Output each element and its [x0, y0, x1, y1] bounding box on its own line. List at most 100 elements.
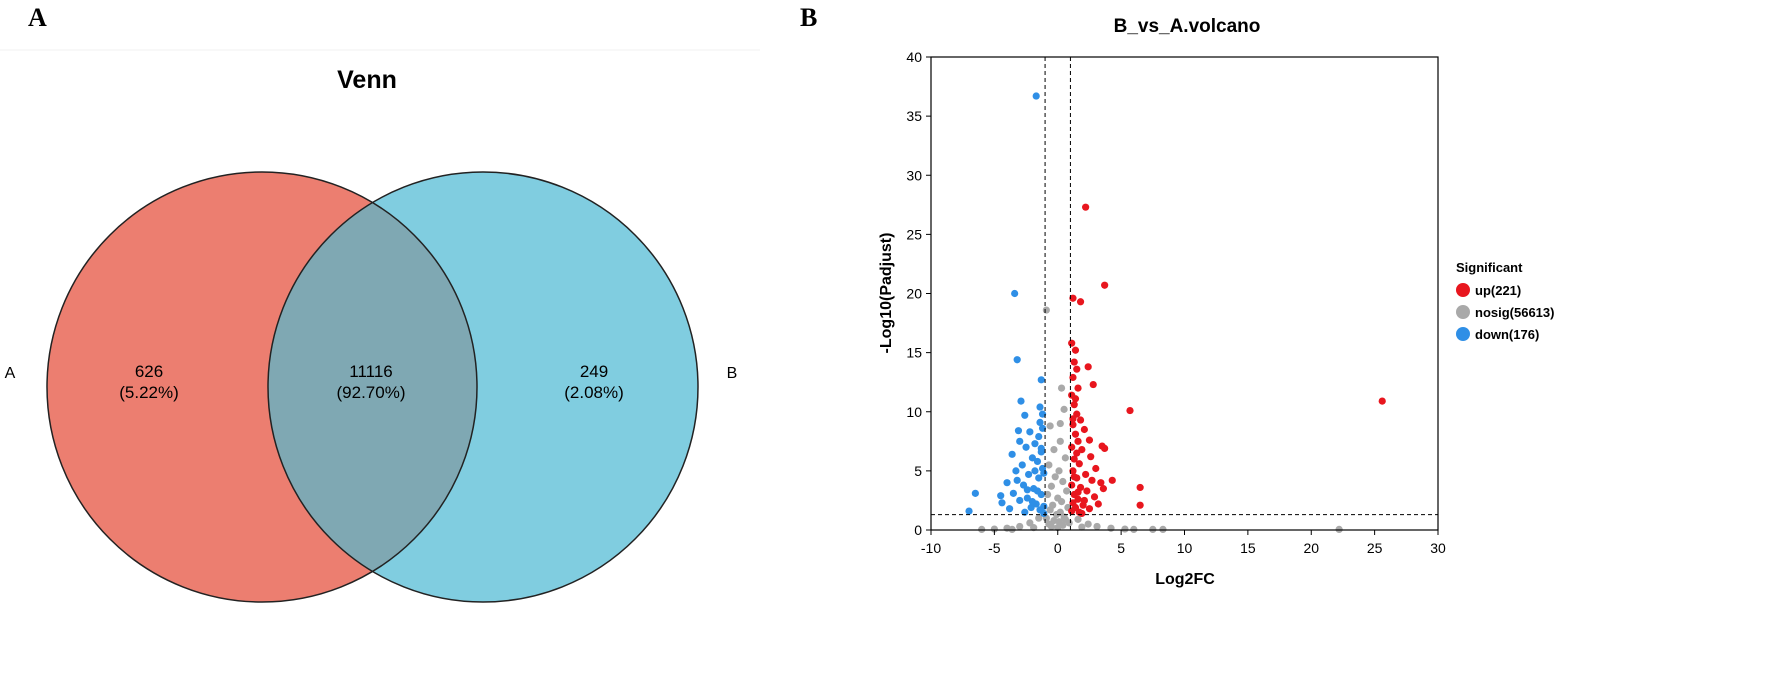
point-up: [1074, 488, 1082, 496]
point-up: [1080, 425, 1088, 434]
plot-frame: [930, 56, 1439, 531]
point-down: [1033, 457, 1042, 466]
y-tick-label: 10: [906, 404, 922, 420]
point-down: [1032, 92, 1040, 100]
point-nosig: [1044, 490, 1052, 499]
point-nosig: [1121, 525, 1129, 533]
point-up: [1108, 476, 1116, 484]
point-up: [1073, 449, 1081, 457]
point-up: [1075, 460, 1083, 468]
point-down: [1040, 502, 1048, 510]
point-up: [1085, 436, 1094, 444]
legend-label-nosig: nosig(56613): [1475, 305, 1554, 320]
point-down: [1027, 503, 1035, 512]
point-down: [1014, 427, 1023, 435]
point-down: [1031, 440, 1039, 448]
point-up: [1069, 373, 1077, 382]
point-nosig: [1035, 514, 1043, 522]
point-down: [1028, 454, 1036, 462]
point-down: [1040, 469, 1048, 477]
venn-set-label-a: A: [5, 365, 16, 382]
point-down: [1026, 428, 1034, 436]
point-nosig: [1042, 306, 1050, 314]
y-tick-label: 15: [906, 345, 922, 361]
point-up: [1136, 483, 1144, 492]
point-up: [1071, 430, 1080, 438]
venn-intersection-count: 11116: [349, 362, 393, 381]
point-up: [1094, 500, 1102, 508]
point-nosig: [1078, 523, 1086, 531]
venn-a-only-percent: (5.22%): [119, 383, 179, 402]
point-up: [1070, 401, 1078, 409]
x-tick-label: -10: [921, 540, 941, 556]
point-up: [1070, 358, 1078, 366]
point-nosig: [1060, 405, 1068, 413]
x-tick-label: 20: [1303, 540, 1319, 556]
point-nosig: [1057, 384, 1066, 392]
point-up: [1070, 455, 1078, 463]
volcano-plot: B_vs_A.volcano -10 -5 0 5 10 15 20 25 30 0 5 10 15 2…: [878, 16, 1554, 588]
point-up: [1092, 464, 1100, 473]
point-up: [1073, 365, 1081, 373]
point-nosig: [1046, 422, 1054, 430]
point-down: [1035, 474, 1043, 482]
point-down: [997, 492, 1005, 500]
x-tick-label: 10: [1177, 540, 1193, 556]
point-down: [1021, 508, 1029, 516]
point-nosig: [1052, 511, 1061, 519]
point-down: [1013, 476, 1021, 484]
point-down: [1016, 437, 1024, 445]
point-down: [1005, 505, 1014, 513]
point-nosig: [990, 525, 998, 533]
x-axis-ticks: -10 -5 0 5 10 15 20 25 30: [921, 530, 1446, 556]
point-up: [1082, 470, 1090, 479]
point-up: [1074, 495, 1082, 503]
legend: Significant up(221) nosig(56613) down(17…: [1456, 260, 1554, 342]
y-tick-label: 0: [914, 522, 922, 538]
point-down: [1037, 444, 1045, 453]
venn-outline-a: [46, 171, 478, 603]
point-down: [998, 499, 1006, 507]
point-up: [1101, 281, 1109, 289]
point-up: [1068, 507, 1076, 515]
point-down: [965, 507, 973, 515]
point-up: [1080, 496, 1088, 505]
venn-set-label-b: B: [727, 365, 738, 382]
point-down: [1016, 496, 1024, 505]
point-nosig: [1057, 498, 1066, 506]
point-up: [1097, 479, 1105, 487]
point-down: [1031, 467, 1039, 475]
x-tick-label: -5: [988, 540, 1001, 556]
point-down: [1037, 376, 1045, 384]
point-down: [971, 489, 979, 497]
point-nosig: [1065, 519, 1073, 527]
point-down: [1022, 443, 1030, 451]
point-up: [1126, 406, 1134, 415]
venn-a-only-count: 626: [135, 362, 163, 381]
point-down: [1040, 509, 1048, 518]
point-up: [1078, 509, 1086, 518]
x-tick-label: 25: [1367, 540, 1383, 556]
point-up: [1071, 395, 1080, 403]
point-up: [1085, 505, 1094, 513]
volcano-points: [965, 92, 1386, 534]
x-tick-label: 30: [1430, 540, 1446, 556]
x-tick-label: 0: [1054, 540, 1062, 556]
volcano-title: B_vs_A.volcano: [1114, 16, 1261, 37]
point-nosig: [1059, 477, 1067, 486]
point-down: [1023, 494, 1031, 502]
point-nosig: [1055, 467, 1063, 475]
threshold-lines: [931, 57, 1438, 530]
point-up: [1074, 437, 1082, 445]
point-down: [1033, 487, 1042, 495]
point-down: [1009, 489, 1017, 497]
point-nosig: [1050, 445, 1058, 454]
point-nosig: [1051, 473, 1059, 481]
point-up: [1084, 363, 1092, 371]
point-up: [1069, 294, 1077, 302]
point-up: [1136, 501, 1144, 509]
point-down: [1011, 289, 1019, 298]
point-up: [1076, 416, 1085, 424]
point-up: [1068, 481, 1076, 489]
point-nosig: [1107, 524, 1115, 532]
